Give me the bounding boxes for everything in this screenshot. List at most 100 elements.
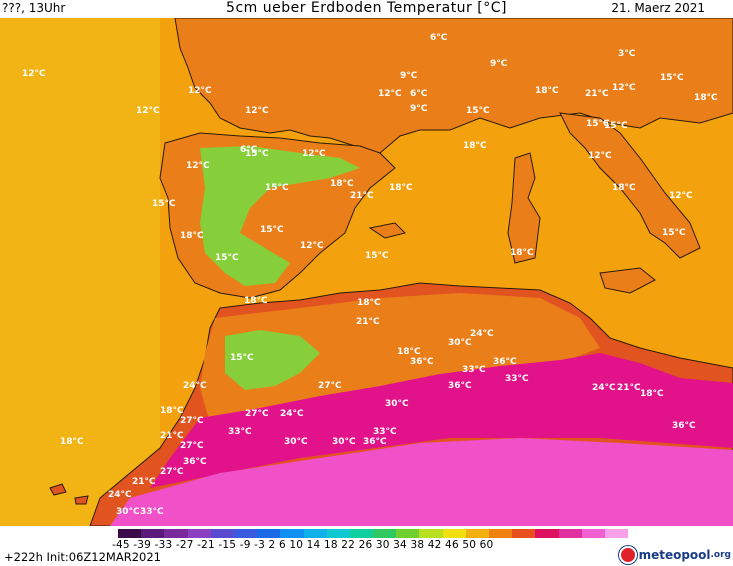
temperature-labels: 6°C9°C3°C9°C12°C12°C12°C 12°C 15°C6°C9°C12… [22, 33, 718, 517]
temperature-label: 9°C [400, 71, 418, 81]
temperature-label: 24°C [470, 329, 494, 339]
temperature-label: 27°C [160, 467, 184, 477]
temperature-label: 33°C [228, 427, 252, 437]
map-date: 21. Maerz 2021 [611, 1, 705, 15]
color-scale-swatch [210, 529, 234, 538]
temperature-label: 24°C [592, 383, 616, 393]
temperature-label: 15°C [660, 73, 684, 83]
color-scale-swatch [326, 529, 350, 538]
temperature-label: 21°C [350, 191, 374, 201]
temperature-label: 18°C [330, 179, 354, 189]
land-baleares [368, 222, 406, 239]
color-scale-swatch [604, 529, 629, 538]
temperature-label: 12°C [136, 106, 160, 116]
temperature-label: 15°C [662, 228, 686, 238]
temperature-label: 15°C [230, 353, 254, 363]
land-sicily [599, 267, 656, 294]
temperature-label: 33°C [505, 374, 529, 384]
color-scale-swatch [164, 529, 188, 538]
temperature-label: 36°C [363, 437, 387, 447]
temperature-label: 15°C [245, 149, 269, 159]
time-label: ???, 13Uhr [2, 1, 66, 15]
color-scale-bar [118, 529, 629, 538]
temperature-label: 27°C [180, 441, 204, 451]
temperature-label: 12°C [300, 241, 324, 251]
color-scale-swatch [349, 529, 374, 538]
temperature-label: 21°C [617, 383, 641, 393]
temperature-label: 3°C [618, 49, 636, 59]
temperature-label: 27°C [245, 409, 269, 419]
africa-warm-band [200, 293, 600, 423]
temperature-label: 12°C [588, 151, 612, 161]
temperature-label: 6°C [410, 89, 428, 99]
color-scale-swatch [581, 529, 605, 538]
temperature-label: 30°C [448, 338, 472, 348]
map-title: 5cm ueber Erdboden Temperatur [°C] [226, 0, 507, 16]
temperature-label: 18°C [535, 86, 559, 96]
color-scale-swatch [303, 529, 327, 538]
temperature-label: 12°C [245, 106, 269, 116]
temperature-label: 27°C [180, 416, 204, 426]
temperature-label: 12°C [378, 89, 402, 99]
map-canvas: 6°C9°C3°C9°C12°C12°C12°C 12°C 15°C6°C9°C12… [0, 18, 733, 526]
color-scale-swatch [257, 529, 281, 538]
temperature-label: 21°C [160, 431, 184, 441]
temperature-label: 33°C [140, 507, 164, 517]
temperature-label: 12°C [188, 86, 212, 96]
color-scale-swatch [233, 529, 258, 538]
init-time: +222h Init:06Z12MAR2021 [4, 550, 161, 564]
temperature-label: 15°C [586, 119, 610, 129]
temperature-label: 18°C [510, 248, 534, 258]
color-scale-swatch [512, 529, 536, 538]
color-scale-swatch [419, 529, 443, 538]
atlas-cool-zone [225, 330, 320, 390]
temperature-label: 18°C [180, 231, 204, 241]
temperature-label: 36°C [410, 357, 434, 367]
header-bar: ???, 13Uhr 5cm ueber Erdboden Temperatur… [0, 0, 733, 18]
temperature-label: 33°C [462, 365, 486, 375]
temperature-label: 30°C [385, 399, 409, 409]
temperature-label: 36°C [448, 381, 472, 391]
temperature-label: 12°C [22, 69, 46, 79]
temperature-label: 18°C [357, 298, 381, 308]
temperature-label: 6°C [430, 33, 448, 43]
land-europe [174, 18, 733, 154]
temperature-label: 30°C [284, 437, 308, 447]
temperature-label: 21°C [585, 89, 609, 99]
temperature-label: 18°C [640, 389, 664, 399]
temperature-label: 15°C [215, 253, 239, 263]
meteopool-logo[interactable]: meteopool .org [618, 546, 731, 564]
logo-text: meteopool [638, 548, 711, 562]
color-scale-swatch [465, 529, 489, 538]
temperature-label: 9°C [490, 59, 508, 69]
color-scale-values: -45 -39 -33 -27 -21 -15 -9 -3 2 6 10 14 … [112, 539, 494, 551]
temperature-label: 18°C [612, 183, 636, 193]
temperature-label: 27°C [318, 381, 342, 391]
temperature-label: 12°C [612, 83, 636, 93]
temperature-label: 15°C [152, 199, 176, 209]
land-italy [559, 112, 701, 259]
temperature-label: 12°C [186, 161, 210, 171]
temperature-label: 36°C [672, 421, 696, 431]
temperature-label: 15°C [265, 183, 289, 193]
color-scale-swatch [489, 529, 513, 538]
color-scale-swatch [118, 529, 142, 538]
temperature-label: 33°C [373, 427, 397, 437]
land-canary-islands [49, 483, 89, 505]
sahara-extreme-zone [110, 438, 733, 526]
temperature-label: 18°C [463, 141, 487, 151]
logo-icon [618, 546, 637, 564]
temperature-map: 6°C 9°C 3°C 9°C 12°C 12°C 12°C 12°C 15°C 6°C 9°C 12… [0, 18, 733, 526]
temperature-label: 30°C [332, 437, 356, 447]
temperature-label: 15°C [260, 225, 284, 235]
temperature-label: 24°C [280, 409, 304, 419]
iberia-cool-zone [200, 146, 360, 286]
temperature-label: 36°C [183, 457, 207, 467]
color-scale-swatch [141, 529, 165, 538]
temperature-label: 30°C [116, 507, 140, 517]
land-sardinia [507, 152, 541, 264]
temperature-label: 21°C [132, 477, 156, 487]
atlantic-area [0, 18, 160, 526]
temperature-label: 21°C [356, 317, 380, 327]
logo-tld: .org [710, 550, 731, 560]
